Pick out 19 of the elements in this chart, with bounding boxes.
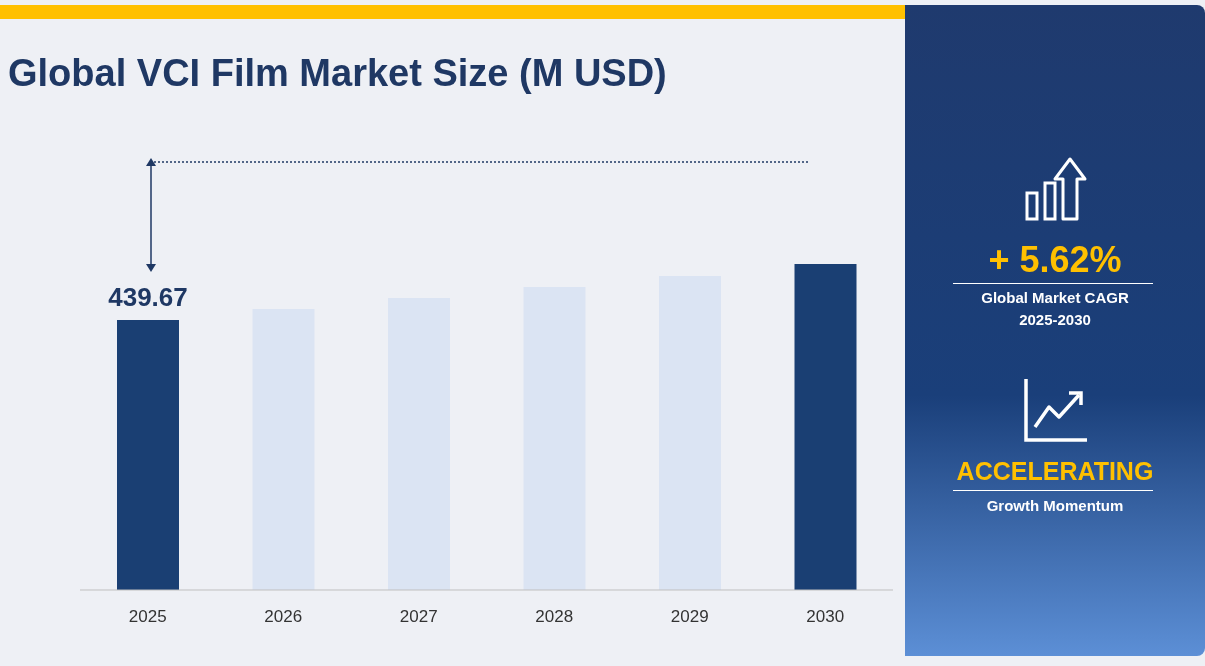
- text: Global Market CAGR: [980, 289, 1130, 306]
- x-tick-label: 2028: [535, 607, 574, 627]
- text: Growth Momentum: [985, 497, 1125, 514]
- bar: [388, 298, 450, 590]
- bar: [659, 276, 721, 590]
- x-tick-label: 2029: [670, 607, 709, 627]
- data-label: 439.67: [108, 282, 188, 313]
- chart-title: Global VCI Film Market Size (M USD): [8, 52, 667, 95]
- bar: [523, 287, 586, 590]
- text: ACCELERATING: [955, 457, 1155, 486]
- bar: [794, 264, 857, 590]
- x-tick-label: 2030: [806, 607, 845, 627]
- text: 2025-2030: [1018, 311, 1092, 328]
- bar: [252, 309, 315, 590]
- text: + 5.62%: [987, 239, 1123, 281]
- x-tick-label: 2027: [399, 607, 438, 627]
- bar: [117, 320, 179, 590]
- x-tick-label: 2026: [264, 607, 303, 627]
- x-tick-label: 2025: [128, 607, 167, 627]
